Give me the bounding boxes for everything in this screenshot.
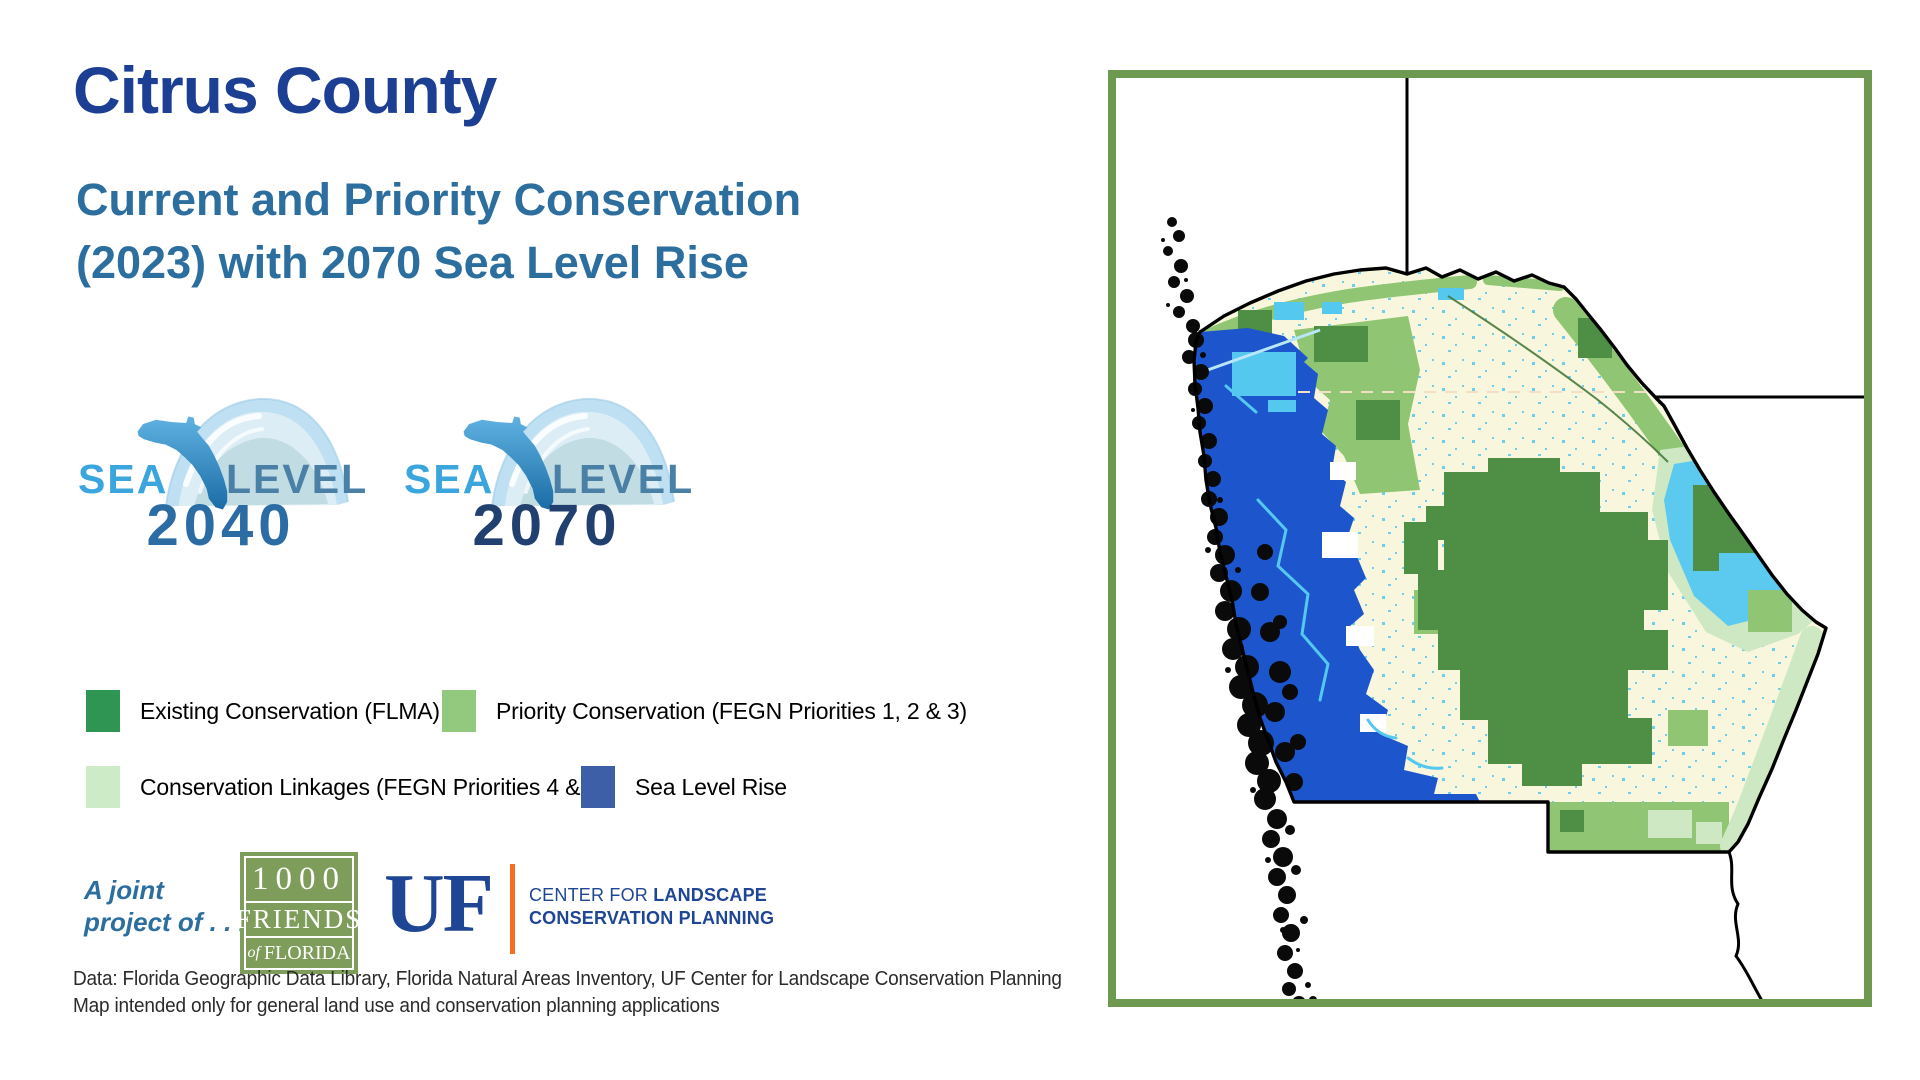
uf-line-1: CENTER FOR LANDSCAPE xyxy=(529,884,774,907)
year-2070-label: 2070 xyxy=(472,493,622,558)
page-title: Citrus County xyxy=(73,53,497,127)
level-label: LEVEL xyxy=(552,456,695,502)
priority-conservation-swatch xyxy=(442,690,476,732)
joint-line-1: A joint xyxy=(84,875,164,905)
sea-label: SEA xyxy=(404,456,495,502)
sea-level-2040-logo: SEA LEVEL 2040 xyxy=(76,384,369,558)
conservation-linkages-swatch xyxy=(86,766,120,808)
legend-item-sea-level-rise: Sea Level Rise xyxy=(581,766,787,808)
uf-line1-regular: CENTER FOR xyxy=(528,885,654,905)
uf-center-name: CENTER FOR LANDSCAPE CONSERVATION PLANNI… xyxy=(529,884,774,930)
friends-florida-label: of FLORIDA xyxy=(246,938,352,968)
sea-level-rise-swatch xyxy=(581,766,615,808)
uf-center-logo: UF CENTER FOR LANDSCAPE CONSERVATION PLA… xyxy=(384,858,774,954)
legend-item-linkages: Conservation Linkages (FEGN Priorities 4… xyxy=(86,766,607,808)
page-subtitle: Current and Priority Conservation (2023)… xyxy=(76,168,801,294)
friends-name-label: FRIENDS xyxy=(236,901,360,938)
year-2040-label: 2040 xyxy=(146,493,296,558)
uf-line1-bold: LANDSCAPE xyxy=(653,885,767,905)
legend-label: Conservation Linkages (FEGN Priorities 4… xyxy=(140,773,607,800)
adjacent-county-boundary xyxy=(1727,851,1769,1009)
existing-conservation-swatch xyxy=(86,690,120,732)
sea-label: SEA xyxy=(78,456,169,502)
legend-item-priority: Priority Conservation (FEGN Priorities 1… xyxy=(442,690,967,732)
subtitle-line-2: (2023) with 2070 Sea Level Rise xyxy=(76,237,749,288)
legend-label: Existing Conservation (FLMA) xyxy=(140,697,440,724)
friends-1000-label: 1000 xyxy=(252,861,346,897)
attribution-line-2: Map intended only for general land use a… xyxy=(73,995,720,1017)
level-label: LEVEL xyxy=(226,456,369,502)
data-attribution: Data: Florida Geographic Data Library, F… xyxy=(73,966,1062,1020)
attribution-line-1: Data: Florida Geographic Data Library, F… xyxy=(73,968,1062,990)
friends-state-label: FLORIDA xyxy=(263,941,351,964)
sea-level-2070-logo: SEA LEVEL 2070 xyxy=(402,384,695,558)
uf-monogram: UF xyxy=(384,857,494,950)
legend-item-existing: Existing Conservation (FLMA) xyxy=(86,690,440,732)
legend-label: Sea Level Rise xyxy=(635,773,787,800)
subtitle-line-1: Current and Priority Conservation xyxy=(76,174,802,225)
friends-of-label: of xyxy=(247,944,260,961)
uf-line-2: CONSERVATION PLANNING xyxy=(528,908,775,928)
county-boundary xyxy=(1192,266,1828,854)
joint-project-text: A joint project of . . . xyxy=(84,874,246,938)
friends-logo-inner: 1000 FRIENDS of FLORIDA xyxy=(236,856,360,970)
uf-orange-bar xyxy=(509,864,515,954)
citrus-county-map-image xyxy=(1108,70,1872,1010)
county-map xyxy=(1108,70,1872,1010)
map-frame xyxy=(1108,70,1872,1007)
thousand-friends-of-florida-logo: 1000 FRIENDS of FLORIDA xyxy=(236,852,360,974)
joint-line-2: project of . . . xyxy=(84,907,246,937)
legend-label: Priority Conservation (FEGN Priorities 1… xyxy=(496,697,967,724)
